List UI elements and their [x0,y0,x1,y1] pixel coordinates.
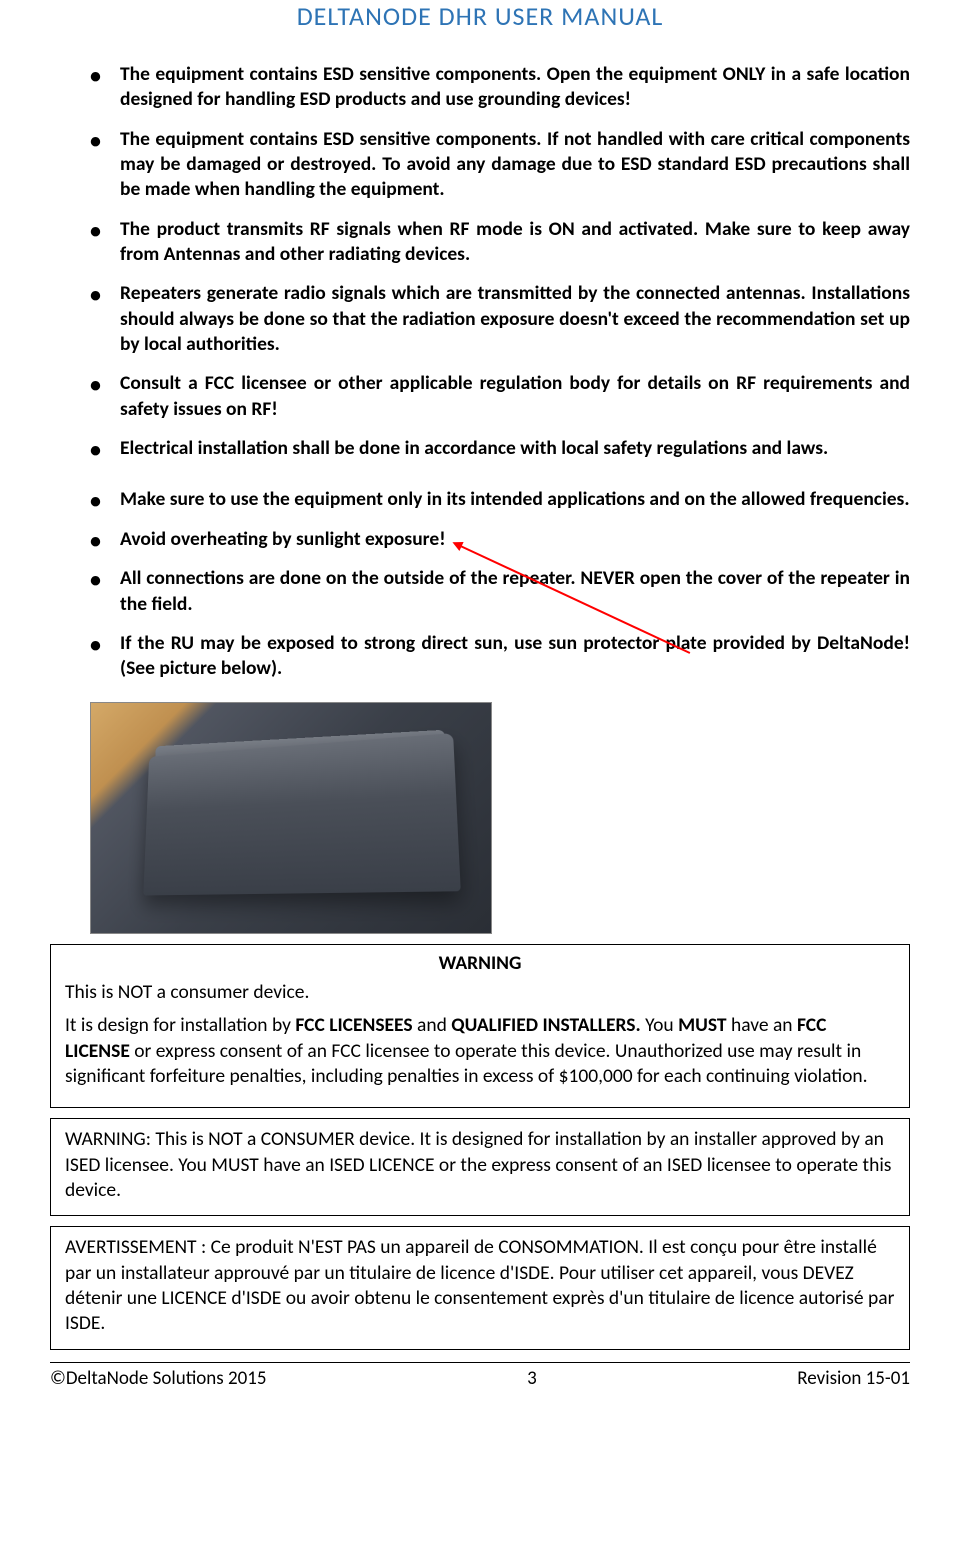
warning-box-ised: WARNING: This is NOT a CONSUMER device. … [50,1118,910,1216]
warning-title: WARNING [65,951,895,976]
warning-text: AVERTISSEMENT : Ce produit N'EST PAS un … [65,1235,895,1336]
list-item: If the RU may be exposed to strong direc… [90,631,910,682]
safety-bullet-list-2: Make sure to use the equipment only in i… [50,487,910,681]
list-item: All connections are done on the outside … [90,566,910,617]
list-item: Consult a FCC licensee or other applicab… [90,371,910,422]
footer-page-number: 3 [527,1367,537,1390]
page-title: DELTANODE DHR USER MANUAL [50,0,910,32]
footer-copyright: ©DeltaNode Solutions 2015 [50,1367,267,1390]
list-item: Electrical installation shall be done in… [90,436,910,461]
list-item: Make sure to use the equipment only in i… [90,487,910,512]
footer-revision: Revision 15-01 [797,1367,910,1390]
list-item: Repeaters generate radio signals which a… [90,281,910,357]
warning-box-isde-fr: AVERTISSEMENT : Ce produit N'EST PAS un … [50,1226,910,1349]
list-item: The equipment contains ESD sensitive com… [90,62,910,113]
list-item: The equipment contains ESD sensitive com… [90,127,910,203]
list-item: The product transmits RF signals when RF… [90,217,910,268]
device-photo [90,702,492,934]
list-item: Avoid overheating by sunlight exposure! [90,527,910,552]
warning-text: It is design for installation by FCC LIC… [65,1013,895,1089]
warning-box-fcc: WARNING This is NOT a consumer device. I… [50,944,910,1109]
page-footer: ©DeltaNode Solutions 2015 3 Revision 15-… [50,1362,910,1390]
device-figure [90,702,490,934]
warning-text: This is NOT a consumer device. [65,980,895,1005]
safety-bullet-list: The equipment contains ESD sensitive com… [50,62,910,461]
warning-text: WARNING: This is NOT a CONSUMER device. … [65,1127,895,1203]
